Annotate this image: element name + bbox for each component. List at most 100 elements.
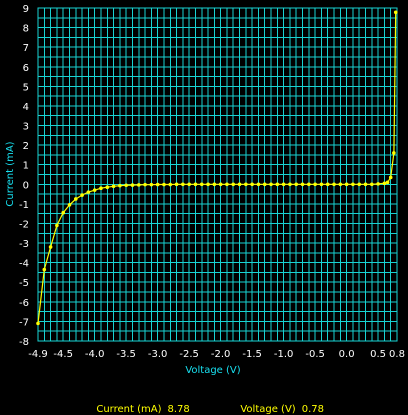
x-axis-label: Voltage (V) xyxy=(185,365,240,376)
data-point xyxy=(155,182,160,187)
data-point xyxy=(48,245,53,249)
x-tick-label: -1.0 xyxy=(274,349,294,360)
data-point xyxy=(73,197,78,201)
data-point xyxy=(174,182,179,187)
y-tick-label: 3 xyxy=(23,122,29,133)
y-tick-label: 5 xyxy=(23,82,29,93)
x-tick-label: -1.5 xyxy=(242,349,262,360)
data-point xyxy=(225,182,229,187)
data-point xyxy=(237,182,242,187)
data-point xyxy=(206,182,210,187)
data-point xyxy=(231,182,236,187)
voltage-readout: Voltage (V) 0.78 xyxy=(234,393,330,415)
data-point xyxy=(363,182,368,187)
x-tick-label: -3.5 xyxy=(116,349,136,360)
x-tick-label: -4.5 xyxy=(53,349,73,360)
data-point xyxy=(275,182,280,187)
x-tick-label: -2.0 xyxy=(211,349,231,360)
data-point xyxy=(319,182,324,187)
y-tick-label: 4 xyxy=(23,102,29,113)
current-readout-label: Current (mA) xyxy=(96,404,162,415)
data-point xyxy=(281,182,286,187)
data-point xyxy=(370,182,374,187)
y-tick-label: -4 xyxy=(19,259,29,270)
data-point xyxy=(92,188,97,192)
data-point xyxy=(36,321,40,326)
data-point xyxy=(199,182,204,187)
grid xyxy=(37,7,398,342)
data-point xyxy=(149,182,154,187)
data-point xyxy=(382,181,387,186)
y-tick-label: -3 xyxy=(19,239,29,250)
data-point xyxy=(325,182,330,187)
data-point xyxy=(124,183,128,188)
y-tick-label: 1 xyxy=(23,161,29,172)
data-point xyxy=(130,183,135,187)
data-point xyxy=(67,203,72,207)
x-tick-label: -2.5 xyxy=(179,349,199,360)
data-point xyxy=(80,193,84,197)
y-tick-label: 0 xyxy=(23,180,29,191)
x-tick-label: -3.0 xyxy=(148,349,168,360)
data-point xyxy=(181,182,185,187)
current-readout: Current (mA) 8.78 xyxy=(90,393,196,415)
current-readout-value: 8.78 xyxy=(167,404,190,415)
data-point xyxy=(332,182,336,187)
data-point xyxy=(136,183,141,187)
data-point xyxy=(218,182,223,187)
data-point xyxy=(111,184,116,189)
x-tick-label: -0.5 xyxy=(305,349,325,360)
x-tick-label: -4.9 xyxy=(28,349,48,360)
series-line xyxy=(37,12,397,324)
y-tick-label: -2 xyxy=(19,219,29,230)
voltage-readout-label: Voltage (V) xyxy=(240,404,296,415)
data-point xyxy=(55,223,59,228)
data-point xyxy=(338,182,343,187)
y-tick-label: -6 xyxy=(19,298,29,309)
y-tick-label: -7 xyxy=(19,317,29,328)
x-tick-label: 0.8 xyxy=(389,349,405,360)
data-point xyxy=(385,180,390,185)
data-point xyxy=(256,182,261,187)
y-tick-label: -1 xyxy=(19,200,29,211)
data-point xyxy=(262,182,267,187)
data-point xyxy=(269,182,273,187)
data-point xyxy=(212,182,217,187)
y-tick-label: 8 xyxy=(23,24,29,35)
data-point xyxy=(344,182,349,187)
data-point xyxy=(168,182,173,187)
data-point xyxy=(388,175,393,180)
data-point xyxy=(143,182,147,187)
data-point xyxy=(86,190,91,194)
data-point xyxy=(42,267,47,272)
data-point xyxy=(61,210,65,215)
data-point xyxy=(351,182,355,187)
y-tick-label: -5 xyxy=(19,278,29,289)
y-tick-label: 6 xyxy=(23,63,29,74)
voltage-readout-value: 0.78 xyxy=(301,404,324,415)
data-point xyxy=(392,151,396,155)
data-point xyxy=(187,182,191,187)
y-tick-label: 7 xyxy=(23,43,29,54)
data-point xyxy=(250,182,254,187)
x-tick-label: 0.0 xyxy=(339,349,355,360)
x-tick-labels: -4.9 -4.5 -4.0 -3.5 -3.0 -2.5 -2.0 -1.5 -1.0 -0.5… xyxy=(28,349,405,360)
y-tick-labels: -8 -7 -6 -5 -4 -3 -2 -1 0 1 2 3 4 5 6 7 8 9 xyxy=(19,4,29,348)
data-point xyxy=(393,10,398,15)
x-tick-label: -4.0 xyxy=(85,349,105,360)
data-point xyxy=(357,182,362,187)
data-point xyxy=(105,185,110,190)
series-layer xyxy=(36,10,398,326)
data-point xyxy=(99,186,103,191)
y-tick-label: 2 xyxy=(23,141,29,152)
data-point xyxy=(288,182,292,187)
data-point xyxy=(313,182,317,187)
data-point xyxy=(244,182,248,187)
data-point xyxy=(300,182,305,187)
y-axis-label: Current (mA) xyxy=(5,141,16,206)
data-point xyxy=(307,182,311,187)
data-point xyxy=(193,182,198,187)
data-point xyxy=(376,182,380,186)
data-point xyxy=(294,182,299,187)
